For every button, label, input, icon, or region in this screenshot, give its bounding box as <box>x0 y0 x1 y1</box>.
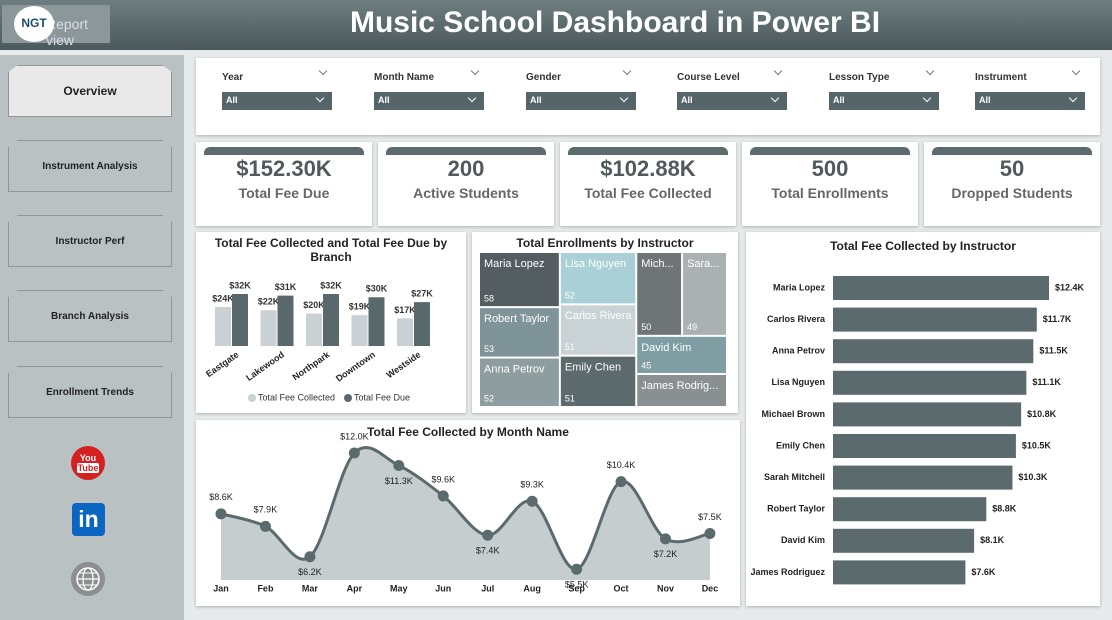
kpi-card: $102.88K Total Fee Collected <box>560 142 736 226</box>
chart-panel: Total Fee Collected by Month Name <box>196 420 740 606</box>
header-bar <box>0 0 1112 50</box>
kpi-bar <box>568 147 728 155</box>
kpi-label: Total Enrollments <box>771 185 889 201</box>
nav-button[interactable]: Enrollment Trends <box>8 366 172 418</box>
kpi-bar <box>932 147 1092 155</box>
filter-chevron <box>470 66 480 76</box>
kpi-card: 200 Active Students <box>378 142 554 226</box>
linkedin-icon[interactable]: in <box>72 503 105 536</box>
filter-dropdown[interactable]: All <box>222 92 332 110</box>
kpi-value: 50 <box>999 156 1025 181</box>
kpi-bar <box>386 147 546 155</box>
filter-panel: Year All Month Name All Gender All Course Leve… <box>196 58 1100 135</box>
kpi-bar <box>204 147 364 155</box>
filter-chevron <box>622 66 632 76</box>
page-title: Music School Dashboard in Power BI <box>349 6 881 39</box>
filter-dropdown[interactable]: All <box>975 92 1085 110</box>
kpi-label: Total Fee Due <box>238 185 330 201</box>
kpi-bar <box>750 147 910 155</box>
icon-text: You <box>79 453 97 463</box>
kpi-value: 500 <box>811 156 849 181</box>
filter-chevron <box>925 66 935 76</box>
nav-button[interactable]: Instructor Perf <box>8 215 172 267</box>
youtube-icon[interactable]: You Tube <box>71 446 105 480</box>
kpi-card: 50 Dropped Students <box>924 142 1100 226</box>
chart-title: Total Fee Collected and Total Fee Due by… <box>214 236 448 264</box>
filter-chevron <box>1071 66 1081 76</box>
filter-label: Month Name <box>374 72 434 83</box>
nav-button[interactable]: Instrument Analysis <box>8 140 172 192</box>
filter-label: Lesson Type <box>829 72 890 83</box>
chart-title: Total Enrollments by Instructor <box>516 236 694 250</box>
dropdown-chevron <box>770 93 780 103</box>
kpi-card: 500 Total Enrollments <box>742 142 918 226</box>
dropdown-chevron <box>619 93 629 103</box>
filter-dropdown[interactable]: All <box>829 92 939 110</box>
filter-chevron <box>318 66 328 76</box>
dropdown-chevron <box>922 93 932 103</box>
icon-text: Tube <box>76 463 100 473</box>
chart-panel: Total Fee Collected and Total Fee Due by… <box>196 232 466 413</box>
chart-title: Total Fee Collected by Month Name <box>367 425 569 439</box>
kpi-label: Active Students <box>413 185 519 201</box>
filter-label: Instrument <box>975 72 1027 83</box>
kpi-card: $152.30K Total Fee Due <box>196 142 372 226</box>
chart-panel: Total Fee Collected by Instructor <box>746 232 1100 606</box>
kpi-label: Dropped Students <box>951 185 1073 201</box>
nav-button[interactable]: Overview <box>8 65 172 117</box>
filter-label: Gender <box>526 72 562 83</box>
kpi-value: 200 <box>447 156 485 181</box>
nav-button[interactable]: Branch Analysis <box>8 290 172 342</box>
kpi-value: $152.30K <box>236 156 332 181</box>
kpi-label: Total Fee Collected <box>584 185 712 201</box>
filter-dropdown[interactable]: All <box>526 92 636 110</box>
filter-chevron <box>773 66 783 76</box>
dropdown-chevron <box>467 93 477 103</box>
chart-panel: Total Enrollments by Instructor <box>472 232 738 413</box>
kpi-value: $102.88K <box>600 156 696 181</box>
web-icon[interactable] <box>70 561 106 597</box>
filter-label: Course Level <box>677 72 740 83</box>
dropdown-chevron <box>1068 93 1078 103</box>
filter-label: Year <box>222 72 244 83</box>
logo: NGT <box>14 6 54 42</box>
filter-dropdown[interactable]: All <box>677 92 787 110</box>
filter-dropdown[interactable]: All <box>374 92 484 110</box>
dropdown-chevron <box>315 93 325 103</box>
chart-title: Total Fee Collected by Instructor <box>830 239 1016 253</box>
